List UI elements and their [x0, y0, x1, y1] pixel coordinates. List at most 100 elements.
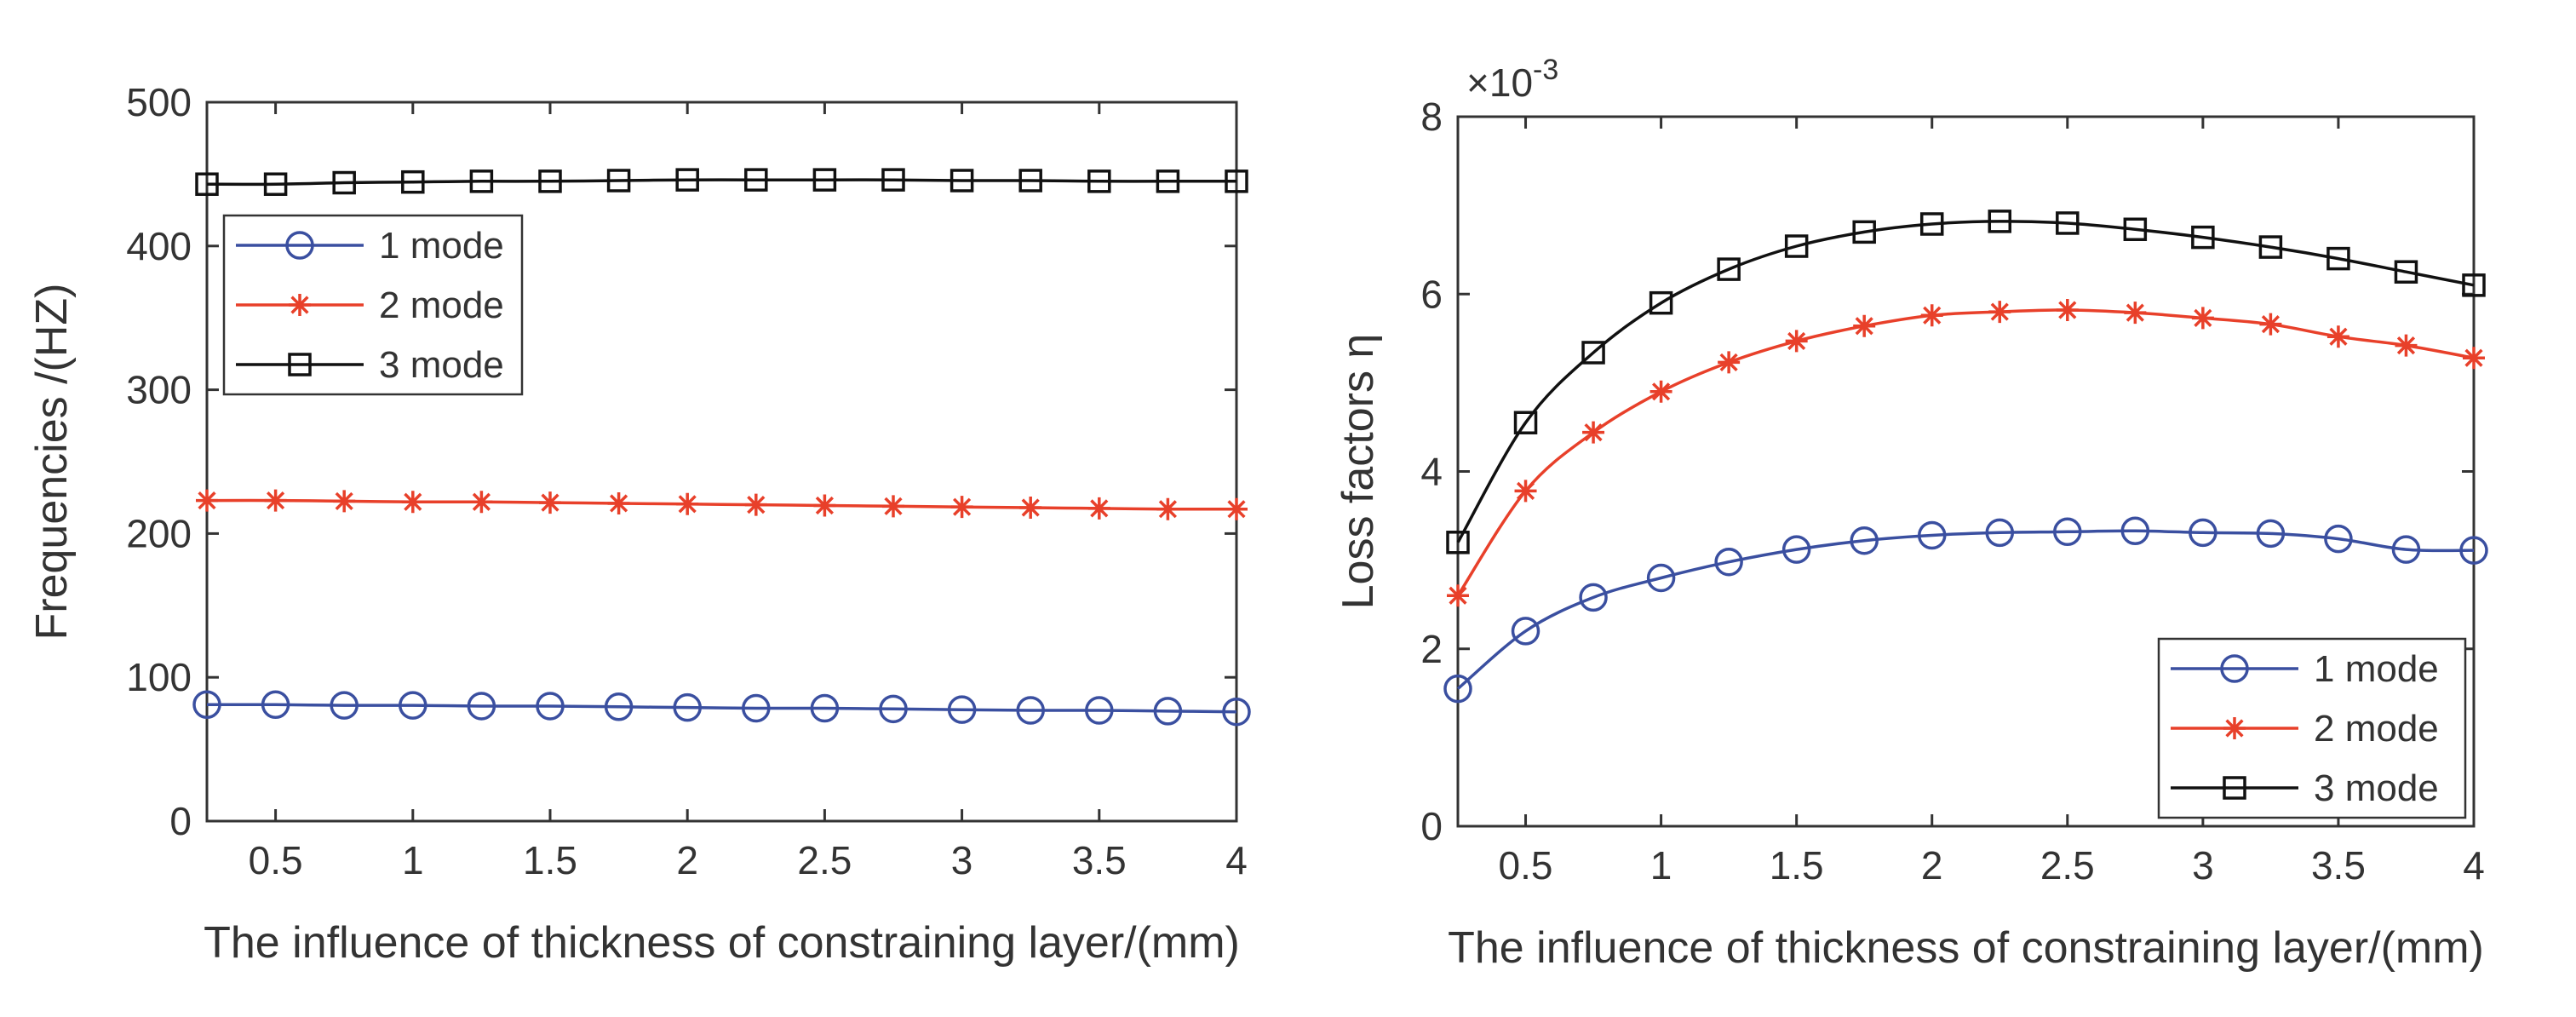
legend-marker [2220, 654, 2249, 683]
data-point [2459, 536, 2488, 565]
series-line [206, 178, 1236, 187]
y-tick-label: 2 [1420, 627, 1443, 671]
data-point [604, 692, 634, 721]
data-point [879, 694, 908, 724]
data-point [539, 491, 561, 514]
x-tick-label: 1.5 [1770, 843, 1824, 888]
x-tick-label: 1 [1650, 843, 1672, 888]
y-tick-label: 300 [126, 368, 192, 412]
data-point [2191, 307, 2214, 330]
legend-label: 1 mode [2314, 648, 2439, 690]
data-point [196, 489, 218, 512]
data-point [607, 491, 630, 514]
data-point [1781, 535, 1811, 564]
legend-marker [2223, 776, 2246, 800]
data-point [1582, 421, 1605, 444]
data-point [1087, 170, 1111, 193]
data-point [2462, 273, 2486, 297]
y-tick-label: 6 [1420, 272, 1443, 316]
x-tick-label: 2.5 [797, 838, 852, 882]
data-point [1225, 170, 1248, 193]
chart-panel-2: 0.5 1 1.5 2 2.5 3 3.5 4 0 2 4 6 8 ×10-3 The influence … [1334, 54, 2488, 973]
legend: 1 mode 2 mode 3 mode [222, 214, 524, 396]
data-point [2258, 235, 2283, 259]
data-point [673, 692, 702, 722]
y-axis-label: Loss factors η [1334, 334, 1383, 610]
data-point [1917, 520, 1947, 550]
y-tick-label: 100 [126, 655, 192, 699]
data-point [401, 170, 425, 194]
data-point [1785, 330, 1808, 353]
legend-item: 3 mode [2171, 767, 2439, 809]
x-tick-label: 3 [951, 838, 973, 882]
data-point [1919, 212, 1944, 236]
data-point [330, 691, 359, 720]
data-point [1852, 220, 1876, 244]
x-tick-label: 2 [676, 838, 698, 882]
series-2 [196, 489, 1248, 520]
data-point [606, 169, 631, 192]
data-point [538, 170, 562, 193]
legend-item: 1 mode [236, 225, 504, 267]
series-1 [1443, 516, 2488, 704]
series-3 [1446, 210, 2486, 554]
data-point [950, 169, 974, 192]
data-point [1153, 697, 1183, 726]
series-line [1456, 308, 2475, 597]
data-point [1016, 696, 1045, 725]
data-point [1985, 518, 2015, 548]
data-point [1018, 169, 1042, 192]
series-line [1456, 220, 2475, 543]
legend-marker [288, 353, 312, 376]
legend-label: 2 mode [379, 284, 504, 326]
data-point [195, 172, 219, 196]
plot-frame [205, 101, 1238, 823]
legend-item: 3 mode [236, 344, 504, 386]
legend-item: 2 mode [2171, 708, 2439, 750]
data-point [399, 691, 427, 720]
x-axis-label: The influence of thickness of constraini… [1448, 923, 2484, 973]
data-point [401, 491, 424, 514]
data-point [1649, 380, 1672, 403]
data-point [2395, 334, 2418, 357]
chart-panel-1: 0.5 1 1.5 2 2.5 3 3.5 4 0 100 200 300 400 500 The infl… [27, 80, 1251, 968]
data-point [1988, 301, 2011, 324]
data-point [742, 693, 771, 723]
data-point [536, 692, 565, 721]
data-point [1988, 210, 2012, 233]
y-tick-label: 0 [1420, 804, 1443, 848]
data-point [1225, 497, 1248, 520]
x-tick-label: 1.5 [523, 838, 577, 882]
y-tick-label: 8 [1420, 95, 1443, 139]
data-point [675, 168, 699, 192]
data-point [2394, 260, 2418, 284]
y-tick-label: 400 [126, 224, 192, 268]
x-tick-label: 3 [2192, 843, 2214, 888]
legend-label: 2 mode [2314, 708, 2439, 750]
data-point [264, 489, 287, 512]
data-point [1222, 697, 1251, 727]
data-point [1920, 304, 1943, 327]
data-point [1156, 497, 1179, 520]
legend-label: 1 mode [379, 225, 504, 267]
x-tick-label: 0.5 [249, 838, 303, 882]
x-tick-label: 0.5 [1499, 843, 1553, 888]
data-point [744, 493, 767, 516]
data-point [2256, 519, 2286, 549]
data-point [1514, 480, 1537, 503]
data-point [2056, 211, 2080, 235]
data-point [810, 693, 840, 723]
data-point [2463, 347, 2485, 370]
data-point [1085, 696, 1114, 725]
legend-marker [2223, 717, 2246, 739]
legend: 1 mode 2 mode 3 mode [2157, 637, 2467, 819]
data-point [813, 494, 836, 517]
y-axis-label: Frequencies /(HZ) [27, 284, 77, 641]
data-point [470, 491, 493, 514]
legend-marker [289, 294, 311, 316]
data-point [2191, 225, 2215, 250]
y-tick-label: 0 [169, 799, 192, 843]
data-point [2124, 302, 2147, 325]
data-point [263, 172, 288, 196]
